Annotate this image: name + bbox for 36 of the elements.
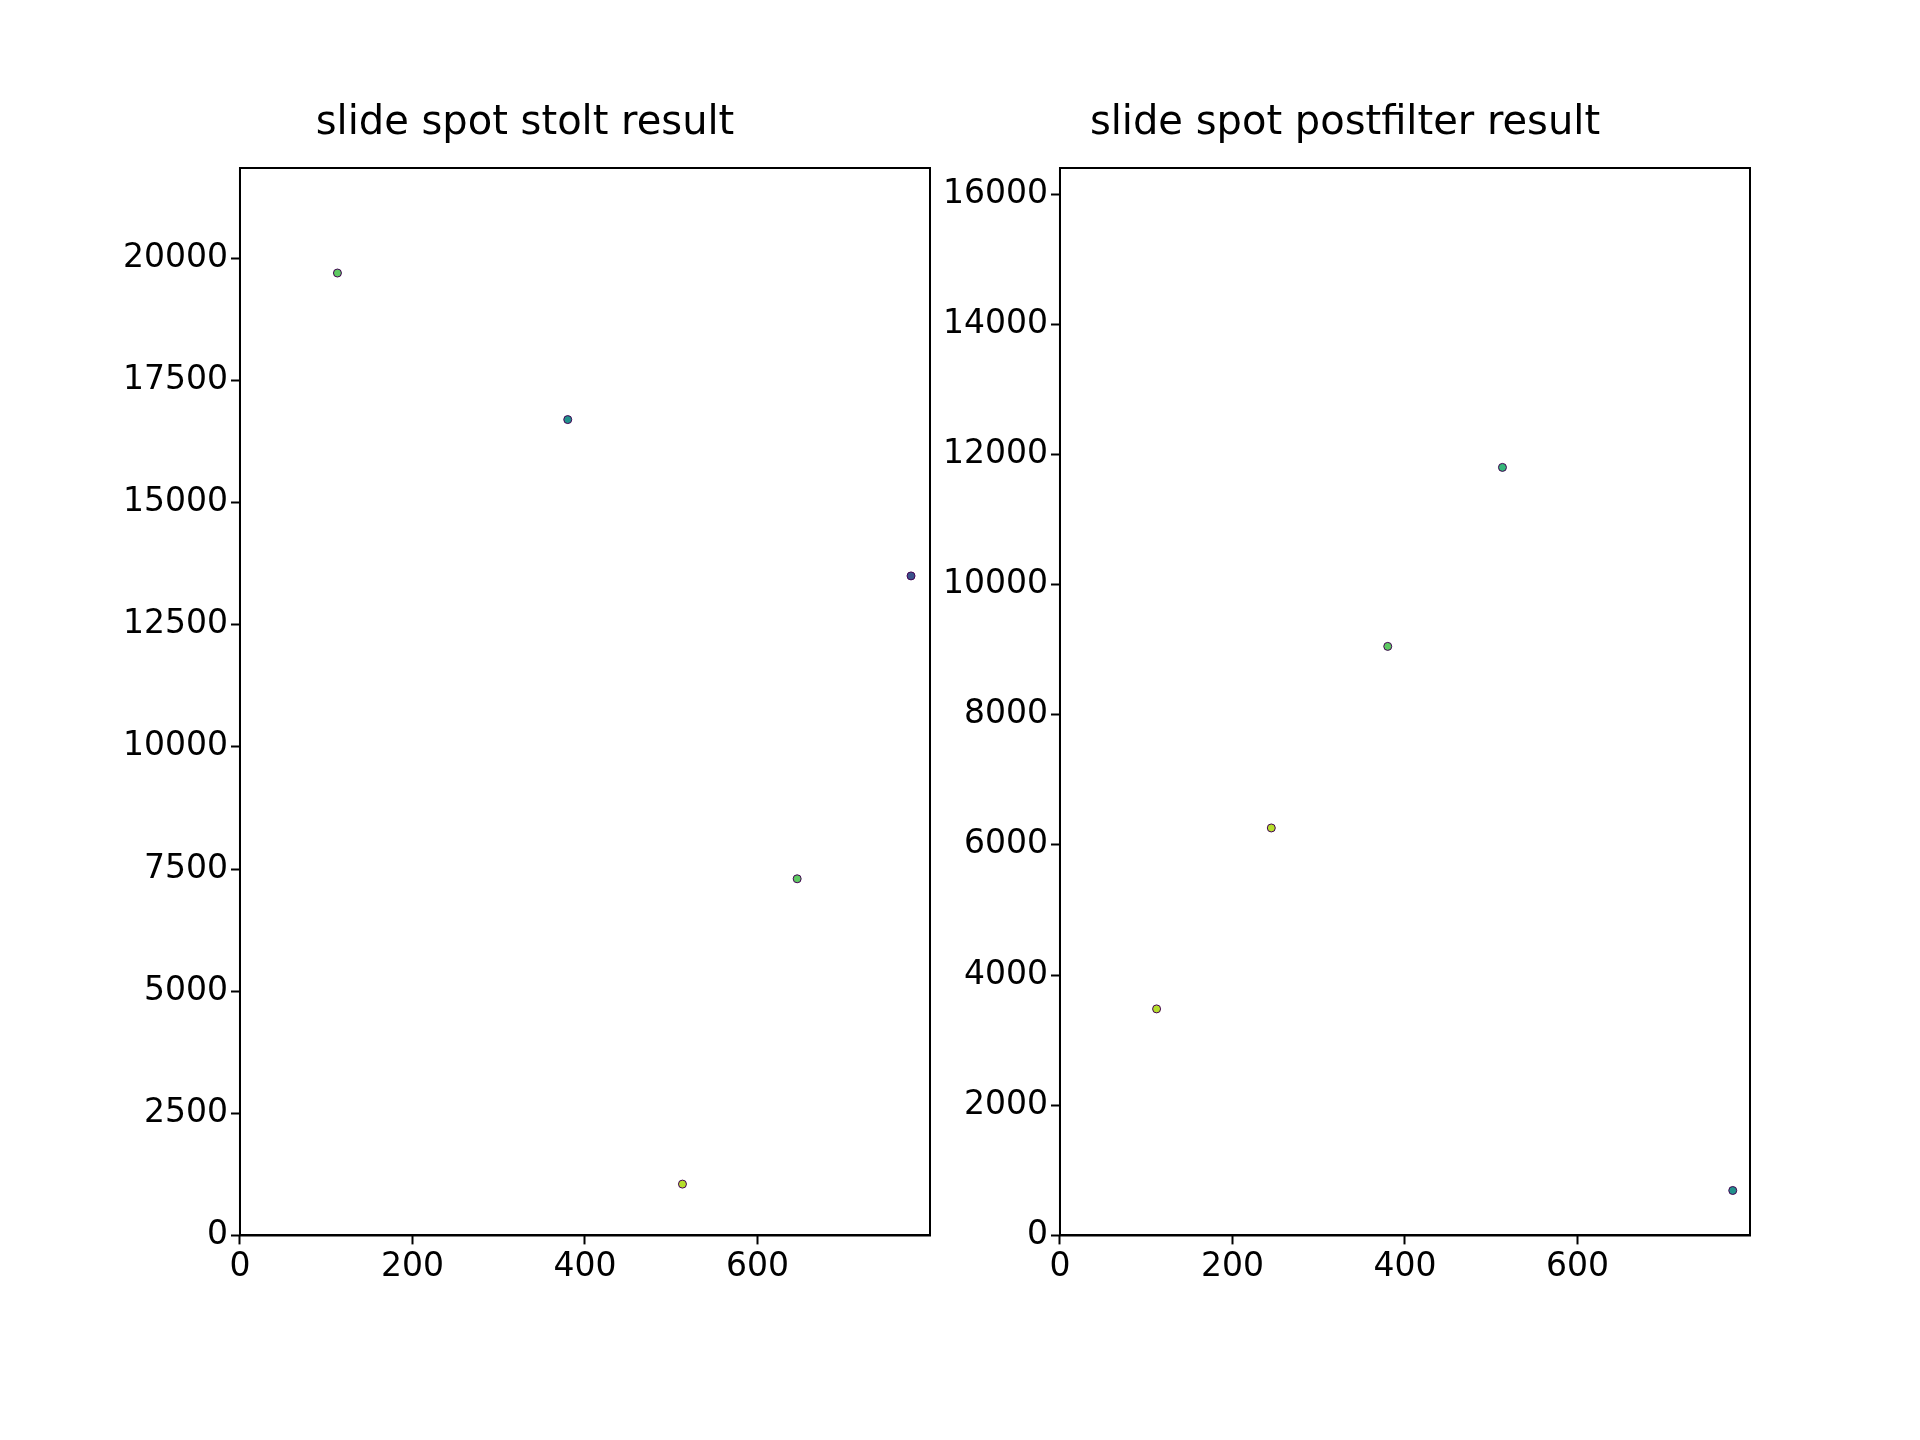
y-tick-label: 15000 (122, 480, 228, 520)
y-tick-label: 7500 (143, 846, 228, 886)
y-tick-label: 12000 (942, 431, 1048, 471)
y-tick-label: 5000 (143, 968, 228, 1008)
y-tick-label: 16000 (942, 171, 1048, 211)
point (563, 415, 573, 425)
point (792, 874, 802, 884)
x-tick-label: 200 (1200, 1244, 1264, 1284)
y-tick-label: 4000 (963, 952, 1048, 992)
chart-title: slide spot postfilter result (1089, 97, 1601, 144)
y-tick-label: 17500 (122, 358, 228, 398)
x-tick-label: 400 (1373, 1244, 1437, 1284)
y-tick-label: 2000 (963, 1082, 1048, 1122)
point (332, 268, 342, 278)
y-tick-label: 14000 (942, 301, 1048, 341)
y-tick-label: 12500 (122, 602, 228, 642)
x-tick-label: 600 (725, 1244, 789, 1284)
point (906, 571, 916, 581)
y-tick-label: 0 (206, 1212, 228, 1252)
y-tick-label: 10000 (942, 562, 1048, 602)
point (1152, 1004, 1162, 1014)
chart-title: slide spot stolt result (315, 97, 735, 144)
y-tick-label: 6000 (963, 822, 1048, 862)
x-tick-label: 400 (553, 1244, 617, 1284)
point (1728, 1185, 1738, 1195)
x-tick-label: 200 (380, 1244, 444, 1284)
x-tick-label: 600 (1545, 1244, 1609, 1284)
y-tick-label: 20000 (122, 235, 228, 275)
y-tick-label: 2500 (143, 1090, 228, 1130)
y-tick-label: 0 (1026, 1212, 1048, 1252)
point (1383, 641, 1393, 651)
y-tick-label: 8000 (963, 692, 1048, 732)
y-tick-label: 10000 (122, 724, 228, 764)
point (677, 1179, 687, 1189)
point (1497, 462, 1507, 472)
point (1266, 823, 1276, 833)
